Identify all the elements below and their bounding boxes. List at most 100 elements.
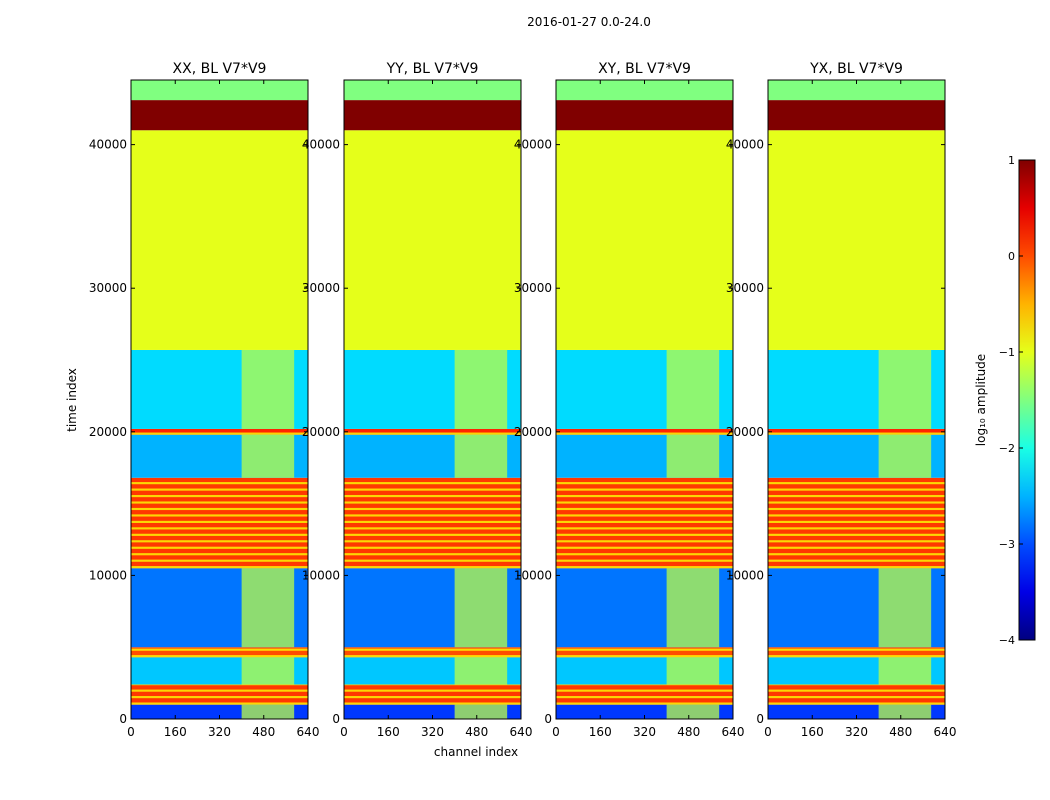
colorbar-tick-label: −4 xyxy=(999,634,1015,647)
heatmap-stripe xyxy=(556,533,733,536)
heatmap-stripe xyxy=(131,482,308,485)
y-tick-label: 0 xyxy=(332,712,340,726)
y-axis-label: time index xyxy=(65,368,79,432)
heatmap-stripe xyxy=(768,507,945,511)
y-tick-label: 10000 xyxy=(302,568,340,582)
heatmap-stripe xyxy=(768,482,945,485)
heatmap-stripe xyxy=(768,689,945,692)
heatmap-channel-region xyxy=(241,434,295,478)
heatmap-stripe xyxy=(131,648,308,651)
x-tick-label: 160 xyxy=(589,725,612,739)
heatmap-stripe xyxy=(131,514,308,517)
x-tick-label: 160 xyxy=(801,725,824,739)
heatmap-band xyxy=(131,130,308,350)
heatmap-stripe xyxy=(344,684,521,686)
x-tick-label: 480 xyxy=(465,725,488,739)
heatmap-stripe xyxy=(131,507,308,511)
panel-4: YX, BL V7*V9 0 160 320 480 640 0 10000 20000 3000… xyxy=(726,61,957,739)
y-tick-label: 30000 xyxy=(302,281,340,295)
x-tick-label: 480 xyxy=(889,725,912,739)
colorbar: 1 0 −1 −2 −3 −4 log₁₀ amplitude xyxy=(974,154,1036,647)
x-tick-label: 320 xyxy=(421,725,444,739)
x-tick-label: 640 xyxy=(297,725,320,739)
heatmap-stripe xyxy=(768,533,945,536)
heatmap-stripe xyxy=(344,648,521,651)
heatmap-stripe xyxy=(768,559,945,562)
heatmap-stripe xyxy=(131,566,308,569)
heatmap-stripe xyxy=(768,648,945,651)
heatmap-stripe xyxy=(556,702,733,705)
y-tick-label: 40000 xyxy=(514,138,552,152)
heatmap-stripe xyxy=(768,546,945,549)
y-tick-label: 40000 xyxy=(726,138,764,152)
heatmap-channel-region xyxy=(878,568,932,648)
heatmap-channel-region xyxy=(454,568,508,648)
x-tick-label: 320 xyxy=(208,725,231,739)
heatmap-stripe xyxy=(131,540,308,543)
y-tick-label: 10000 xyxy=(89,568,127,582)
heatmap-stripe xyxy=(131,689,308,692)
heatmap-band xyxy=(131,100,308,131)
panel-title: XX, BL V7*V9 xyxy=(173,61,267,77)
heatmap-stripe xyxy=(344,533,521,536)
heatmap-stripe xyxy=(556,655,733,658)
heatmap-channel-region xyxy=(454,349,508,429)
heatmap-band xyxy=(556,100,733,131)
heatmap-stripe xyxy=(768,514,945,517)
heatmap-stripe xyxy=(344,559,521,562)
heatmap-stripe xyxy=(344,689,521,692)
heatmap-stripe xyxy=(344,655,521,658)
heatmap-stripe xyxy=(556,507,733,511)
heatmap-band xyxy=(344,647,521,658)
heatmap-channel-region xyxy=(666,434,720,478)
x-tick-label: 640 xyxy=(722,725,745,739)
heatmap-channel-region xyxy=(241,704,295,719)
heatmap-stripe xyxy=(344,702,521,705)
figure-suptitle: 2016-01-27 0.0-24.0 xyxy=(527,15,651,29)
heatmap-band xyxy=(556,684,733,705)
heatmap-band xyxy=(768,130,945,350)
x-tick-label: 480 xyxy=(677,725,700,739)
heatmap-band xyxy=(556,80,733,101)
heatmap-stripe xyxy=(768,566,945,569)
x-tick-label: 480 xyxy=(252,725,275,739)
heatmap-stripe xyxy=(556,696,733,699)
heatmap-channel-region xyxy=(241,657,295,685)
heatmap-band xyxy=(344,428,521,435)
y-tick-label: 0 xyxy=(544,712,552,726)
heatmap-stripe xyxy=(131,527,308,530)
heatmap-stripe xyxy=(768,488,945,491)
heatmap-stripe xyxy=(131,488,308,491)
x-tick-label: 160 xyxy=(377,725,400,739)
colorbar-tick-label: −2 xyxy=(999,442,1015,455)
heatmap-stripe xyxy=(131,655,308,658)
y-tick-label: 30000 xyxy=(514,281,552,295)
heatmap-stripe xyxy=(131,432,308,435)
heatmap-stripe xyxy=(131,553,308,556)
heatmap-channel-region xyxy=(666,349,720,429)
y-tick-label: 10000 xyxy=(726,568,764,582)
x-tick-label: 0 xyxy=(127,725,135,739)
heatmap-stripe xyxy=(556,540,733,543)
heatmap-channel-region xyxy=(241,349,295,429)
heatmap-stripe xyxy=(556,488,733,491)
heatmap-stripe xyxy=(556,520,733,523)
heatmap-channel-region xyxy=(454,704,508,719)
panel-title: YX, BL V7*V9 xyxy=(809,61,903,77)
heatmap-stripe xyxy=(131,559,308,562)
heatmap-channel-region xyxy=(878,657,932,685)
y-tick-label: 20000 xyxy=(302,425,340,439)
heatmap-stripe xyxy=(768,527,945,530)
colorbar-tick-label: 0 xyxy=(1008,250,1015,263)
heatmap-band xyxy=(768,428,945,435)
heatmap-stripe xyxy=(556,514,733,517)
heatmap-channel-region xyxy=(454,657,508,685)
heatmap-band xyxy=(768,100,945,131)
panel-3: XY, BL V7*V9 0 160 320 480 640 0 10000 20000 3000… xyxy=(514,61,745,739)
heatmap-stripe xyxy=(131,702,308,705)
y-tick-label: 20000 xyxy=(514,425,552,439)
heatmap-stripe xyxy=(344,520,521,523)
heatmap-stripe xyxy=(556,559,733,562)
heatmap-stripe xyxy=(556,546,733,549)
heatmap-stripe xyxy=(131,501,308,504)
